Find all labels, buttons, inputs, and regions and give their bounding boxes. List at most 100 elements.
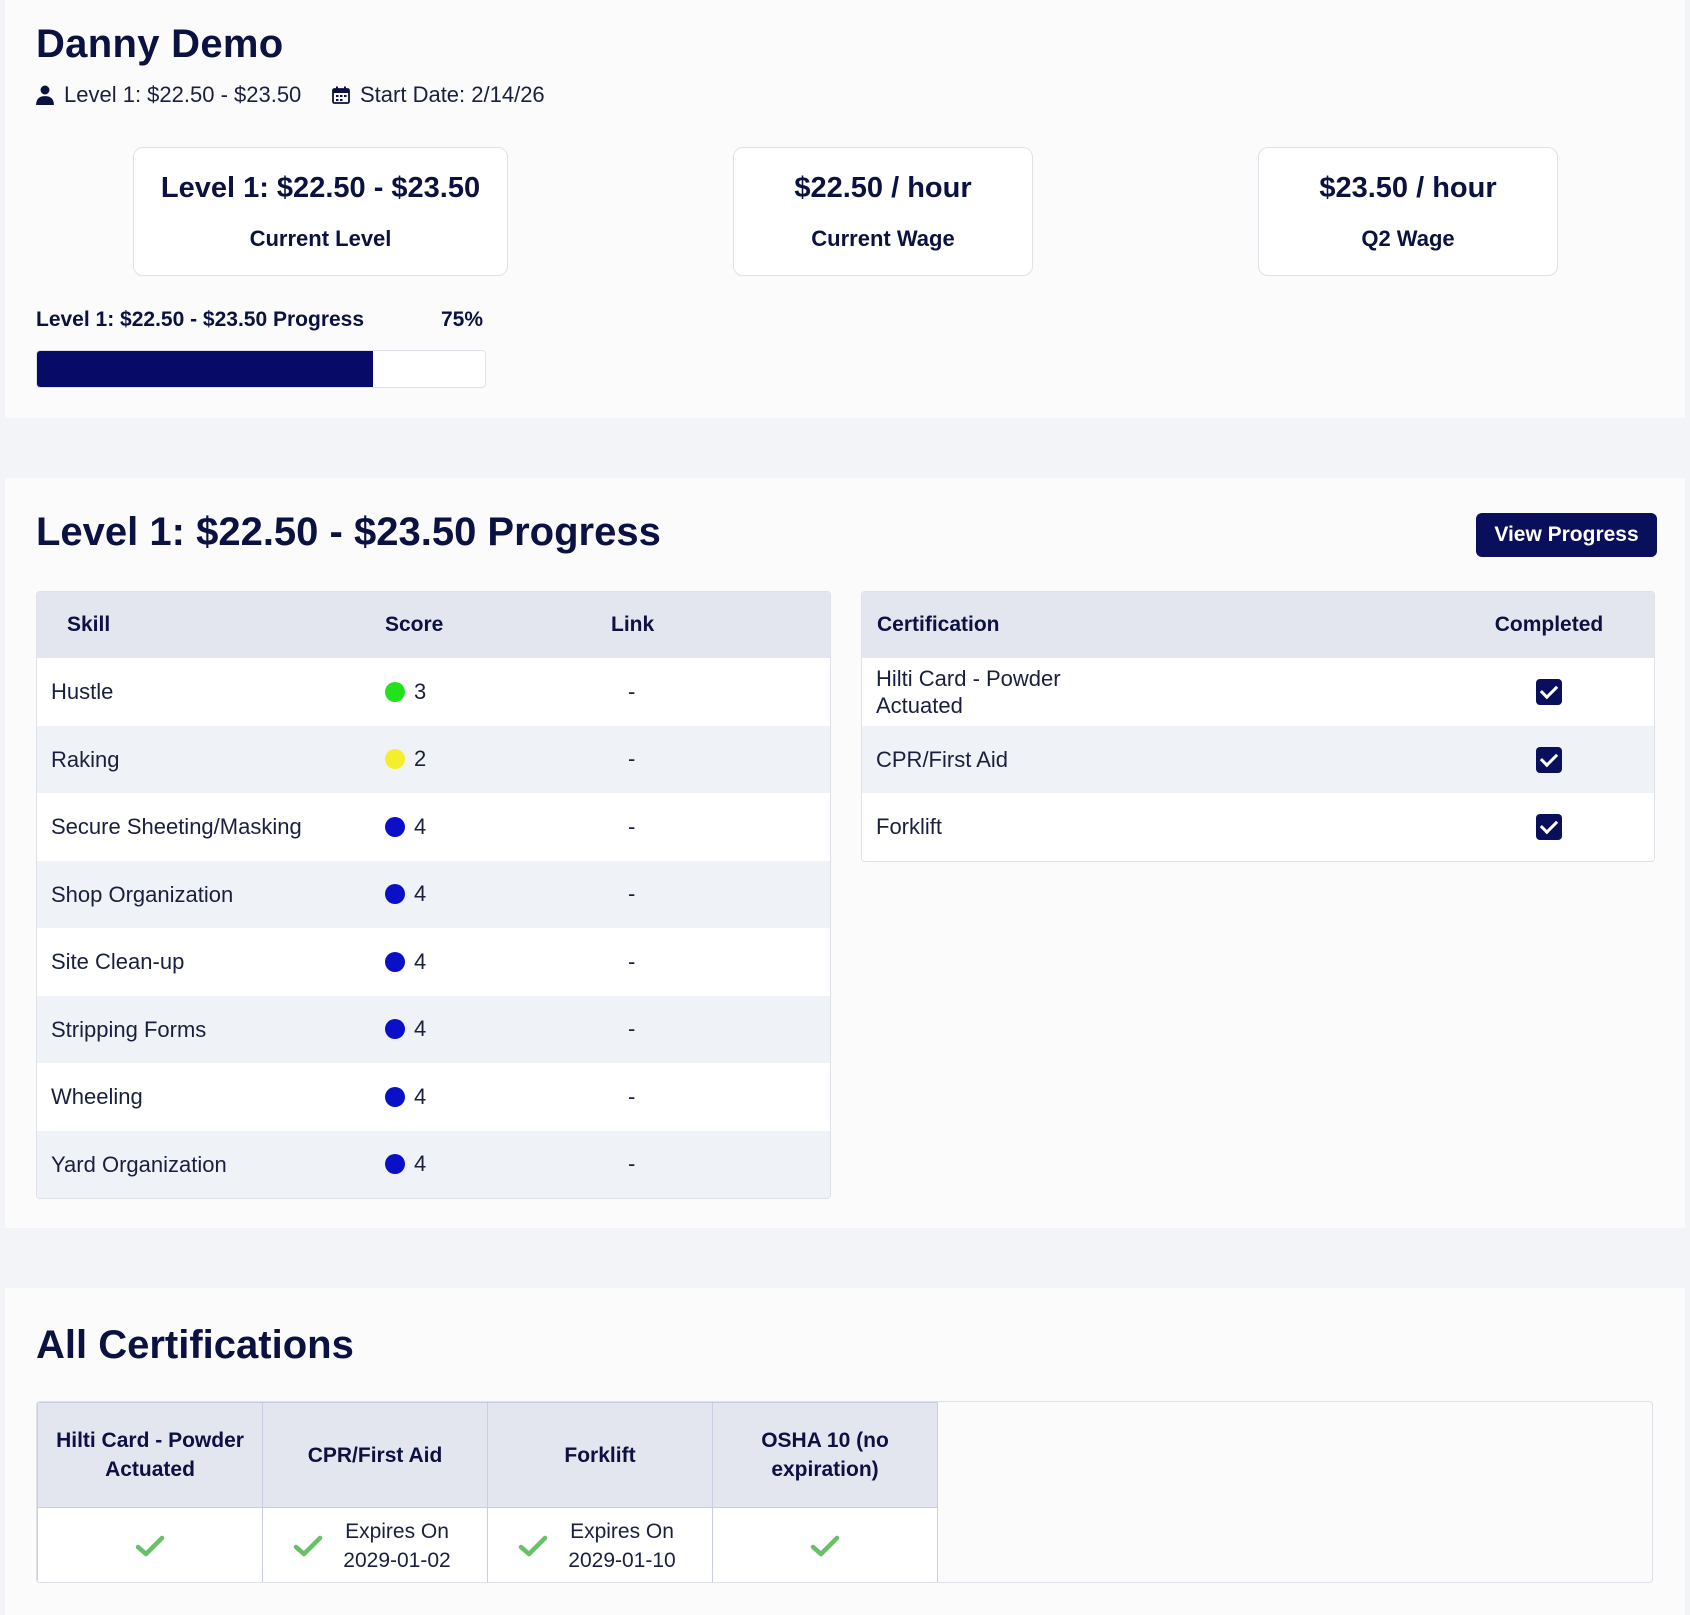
cert-completed bbox=[1444, 793, 1654, 861]
current-wage-value: $22.50 / hour bbox=[794, 172, 972, 204]
skill-link: - bbox=[611, 860, 830, 928]
level-meta-text: Level 1: $22.50 - $23.50 bbox=[64, 82, 302, 107]
progress-label: Level 1: $22.50 - $23.50 Progress bbox=[36, 308, 365, 331]
checkbox-checked-icon[interactable] bbox=[1536, 814, 1562, 841]
skill-name: Shop Organization bbox=[37, 860, 381, 928]
start-date-text: Start Date: 2/14/26 bbox=[360, 82, 545, 107]
all-certifications-grid: Hilti Card - Powder Actuated CPR/First Ai… bbox=[36, 1401, 1653, 1583]
score-value: 4 bbox=[414, 1083, 427, 1109]
score-value: 4 bbox=[414, 881, 427, 907]
certification-header: OSHA 10 (no expiration) bbox=[712, 1402, 938, 1508]
skill-link: - bbox=[628, 948, 636, 974]
score-value: 3 bbox=[414, 678, 427, 704]
check-icon bbox=[135, 1535, 165, 1556]
certification-header: Forklift bbox=[487, 1402, 713, 1508]
skill-column-header[interactable]: Skill bbox=[37, 592, 381, 658]
completed-column-header[interactable]: Completed bbox=[1444, 592, 1654, 658]
certification-status-cell bbox=[37, 1507, 263, 1582]
current-wage-card: $22.50 / hour Current Wage bbox=[733, 147, 1033, 276]
skill-row: Hustle 3 - bbox=[37, 658, 830, 726]
certification-status bbox=[38, 1534, 262, 1558]
score-value: 4 bbox=[414, 1151, 427, 1177]
skill-score: 4 bbox=[381, 1130, 611, 1198]
employee-name: Danny Demo bbox=[36, 22, 284, 66]
skill-name: Raking bbox=[37, 725, 381, 793]
cert-name: CPR/First Aid bbox=[862, 725, 1102, 793]
all-certifications-panel: All Certifications Hilti Card - Powder A… bbox=[5, 1288, 1685, 1615]
cert-completed bbox=[1444, 658, 1654, 726]
skill-score: 4 bbox=[381, 928, 611, 996]
skill-link: - bbox=[611, 1130, 830, 1198]
skill-name: Secure Sheeting/Masking bbox=[51, 814, 302, 840]
certification-progress-table: Certification Completed Hilti Card - Pow… bbox=[861, 591, 1655, 862]
link-column-header[interactable]: Link bbox=[611, 592, 830, 658]
skill-score: 3 bbox=[381, 658, 611, 726]
skill-name: Yard Organization bbox=[37, 1130, 381, 1198]
skill-name: Stripping Forms bbox=[37, 995, 381, 1063]
score-status-dot bbox=[385, 1154, 405, 1175]
skill-link: - bbox=[628, 1083, 636, 1109]
skill-link: - bbox=[628, 678, 636, 704]
current-level-card: Level 1: $22.50 - $23.50 Current Level bbox=[133, 147, 508, 276]
calendar-icon bbox=[332, 86, 350, 104]
certification-status: Expires On 2029-01-10 bbox=[488, 1517, 712, 1575]
skill-row: Stripping Forms 4 - bbox=[37, 995, 830, 1063]
score-column-header[interactable]: Score bbox=[381, 592, 611, 658]
skill-row: Site Clean-up 4 - bbox=[37, 928, 830, 996]
certification-column-header[interactable]: Certification bbox=[862, 592, 1444, 658]
cert-spacer bbox=[1102, 658, 1444, 726]
level-progress-title: Level 1: $22.50 - $23.50 Progress bbox=[36, 510, 661, 554]
certification-status-cell bbox=[712, 1507, 938, 1582]
current-level-value: Level 1: $22.50 - $23.50 bbox=[160, 172, 481, 204]
user-icon bbox=[36, 85, 54, 105]
current-wage-label: Current Wage bbox=[811, 226, 955, 251]
q2-wage-label: Q2 Wage bbox=[1361, 226, 1455, 251]
skill-score: 2 bbox=[381, 725, 611, 793]
checkbox-checked-icon[interactable] bbox=[1536, 679, 1562, 706]
cert-table-header: Certification Completed bbox=[862, 592, 1654, 658]
employee-start-date: Start Date: 2/14/26 bbox=[332, 82, 545, 108]
cert-name: Hilti Card - Powder Actuated bbox=[876, 665, 1061, 718]
certification-header: Hilti Card - Powder Actuated bbox=[37, 1402, 263, 1508]
progress-bar bbox=[36, 350, 486, 388]
check-icon bbox=[810, 1535, 840, 1556]
skill-row: Raking 2 - bbox=[37, 725, 830, 793]
skill-score: 4 bbox=[381, 995, 611, 1063]
current-level-label: Current Level bbox=[249, 226, 392, 251]
certification-status bbox=[713, 1534, 937, 1558]
certification-status: Expires On 2029-01-02 bbox=[263, 1517, 487, 1575]
skill-name: Wheeling bbox=[51, 1084, 143, 1110]
cert-row: Forklift bbox=[862, 793, 1654, 861]
score-value: 4 bbox=[414, 1016, 427, 1042]
cert-completed bbox=[1444, 725, 1654, 793]
skill-name: Site Clean-up bbox=[51, 949, 185, 975]
cert-row: CPR/First Aid bbox=[862, 725, 1654, 793]
score-status-dot bbox=[385, 681, 405, 702]
score-status-dot bbox=[385, 1019, 405, 1040]
certification-status-cell: Expires On 2029-01-02 bbox=[262, 1507, 488, 1582]
skill-score: 4 bbox=[381, 793, 611, 861]
score-status-dot bbox=[385, 1086, 405, 1107]
skill-link: - bbox=[611, 725, 830, 793]
view-progress-button[interactable]: View Progress bbox=[1476, 513, 1657, 557]
skill-name: Hustle bbox=[51, 679, 114, 705]
skill-row: Secure Sheeting/Masking 4 - bbox=[37, 793, 830, 861]
skill-score: 4 bbox=[381, 860, 611, 928]
certification-status-cell: Expires On 2029-01-10 bbox=[487, 1507, 713, 1582]
skills-table-header: Skill Score Link bbox=[37, 592, 830, 658]
score-value: 4 bbox=[414, 813, 427, 839]
cert-row: Hilti Card - Powder Actuated bbox=[862, 658, 1654, 726]
score-status-dot bbox=[385, 816, 405, 837]
check-icon bbox=[293, 1535, 323, 1556]
score-status-dot bbox=[385, 884, 405, 905]
level-progress-panel: Level 1: $22.50 - $23.50 Progress View P… bbox=[5, 478, 1685, 1228]
score-value: 2 bbox=[414, 746, 427, 772]
skills-table: Skill Score Link Hustle 3 - Raking 2 - Secure … bbox=[36, 591, 831, 1199]
skill-row: Yard Organization 4 - bbox=[37, 1130, 830, 1198]
skill-row: Wheeling 4 - bbox=[37, 1063, 830, 1131]
expiry-text: Expires On 2029-01-02 bbox=[343, 1519, 451, 1572]
employee-level-meta: Level 1: $22.50 - $23.50 bbox=[36, 82, 301, 108]
checkbox-checked-icon[interactable] bbox=[1536, 746, 1562, 773]
cert-spacer bbox=[1102, 793, 1444, 861]
all-certifications-title: All Certifications bbox=[36, 1323, 354, 1367]
